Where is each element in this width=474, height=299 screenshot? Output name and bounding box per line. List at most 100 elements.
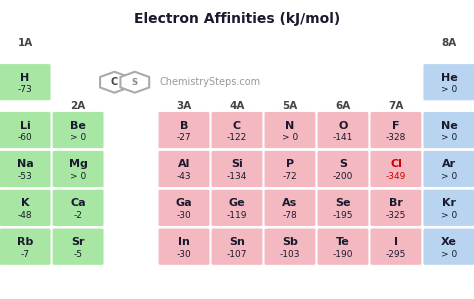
FancyBboxPatch shape [0,112,51,149]
Text: > 0: > 0 [70,172,86,181]
FancyBboxPatch shape [423,228,474,266]
Text: -200: -200 [333,172,353,181]
FancyBboxPatch shape [264,228,316,266]
Text: 3A: 3A [176,101,191,111]
Text: -78: -78 [283,211,297,220]
FancyBboxPatch shape [423,189,474,227]
Text: Kr: Kr [442,198,456,208]
Text: Ga: Ga [176,198,192,208]
FancyBboxPatch shape [423,112,474,149]
Text: > 0: > 0 [441,85,457,94]
FancyBboxPatch shape [423,64,474,101]
Text: -2: -2 [73,211,82,220]
FancyBboxPatch shape [317,189,369,227]
Text: O: O [338,120,347,131]
FancyBboxPatch shape [158,189,210,227]
FancyBboxPatch shape [52,150,104,188]
Text: Be: Be [70,120,86,131]
Polygon shape [100,72,129,93]
Text: Ne: Ne [440,120,457,131]
Text: Sr: Sr [71,237,85,247]
Text: -295: -295 [386,250,406,259]
Text: -30: -30 [177,250,191,259]
Text: -27: -27 [177,133,191,142]
Text: -43: -43 [177,172,191,181]
FancyBboxPatch shape [370,112,422,149]
FancyBboxPatch shape [317,150,369,188]
Text: -103: -103 [280,250,300,259]
Text: N: N [285,120,295,131]
FancyBboxPatch shape [264,189,316,227]
Text: Ar: Ar [442,159,456,170]
FancyBboxPatch shape [211,150,263,188]
Text: Mg: Mg [69,159,88,170]
Text: Sb: Sb [282,237,298,247]
Text: Al: Al [178,159,190,170]
Text: -73: -73 [18,85,32,94]
Text: Li: Li [20,120,30,131]
Text: B: B [180,120,188,131]
Text: C: C [233,120,241,131]
Text: -349: -349 [386,172,406,181]
FancyBboxPatch shape [158,112,210,149]
Text: -60: -60 [18,133,32,142]
Text: ChemistrySteps.com: ChemistrySteps.com [159,77,261,87]
FancyBboxPatch shape [0,150,51,188]
Text: > 0: > 0 [70,133,86,142]
FancyBboxPatch shape [317,112,369,149]
Text: As: As [283,198,298,208]
FancyBboxPatch shape [0,228,51,266]
Text: -119: -119 [227,211,247,220]
Text: K: K [21,198,29,208]
FancyBboxPatch shape [370,228,422,266]
Text: -72: -72 [283,172,297,181]
Text: > 0: > 0 [441,211,457,220]
Text: S: S [132,78,138,87]
FancyBboxPatch shape [370,189,422,227]
Text: He: He [440,73,457,83]
Text: -325: -325 [386,211,406,220]
FancyBboxPatch shape [52,189,104,227]
FancyBboxPatch shape [423,150,474,188]
Text: 6A: 6A [335,101,351,111]
Text: C: C [111,77,118,87]
Text: Sn: Sn [229,237,245,247]
Text: > 0: > 0 [282,133,298,142]
FancyBboxPatch shape [0,189,51,227]
Text: -195: -195 [333,211,353,220]
FancyBboxPatch shape [52,228,104,266]
Text: Cl: Cl [390,159,402,170]
FancyBboxPatch shape [158,150,210,188]
Text: 2A: 2A [71,101,86,111]
Text: Si: Si [231,159,243,170]
Text: > 0: > 0 [441,133,457,142]
FancyBboxPatch shape [158,228,210,266]
Text: Xe: Xe [441,237,457,247]
FancyBboxPatch shape [0,64,51,101]
Text: S: S [339,159,347,170]
FancyBboxPatch shape [264,150,316,188]
FancyBboxPatch shape [370,150,422,188]
Text: -122: -122 [227,133,247,142]
FancyBboxPatch shape [317,228,369,266]
Text: I: I [394,237,398,247]
Text: 1A: 1A [18,38,33,48]
Text: Br: Br [389,198,403,208]
Text: P: P [286,159,294,170]
Text: > 0: > 0 [441,172,457,181]
Text: -134: -134 [227,172,247,181]
Text: -53: -53 [18,172,32,181]
Text: 4A: 4A [229,101,245,111]
FancyBboxPatch shape [211,189,263,227]
Text: -107: -107 [227,250,247,259]
FancyBboxPatch shape [52,112,104,149]
Text: 8A: 8A [441,38,456,48]
Text: > 0: > 0 [441,250,457,259]
Text: 7A: 7A [388,101,404,111]
Text: Te: Te [336,237,350,247]
Text: -5: -5 [73,250,82,259]
Text: Ge: Ge [228,198,246,208]
FancyBboxPatch shape [211,228,263,266]
Text: Ca: Ca [70,198,86,208]
Text: -190: -190 [333,250,353,259]
